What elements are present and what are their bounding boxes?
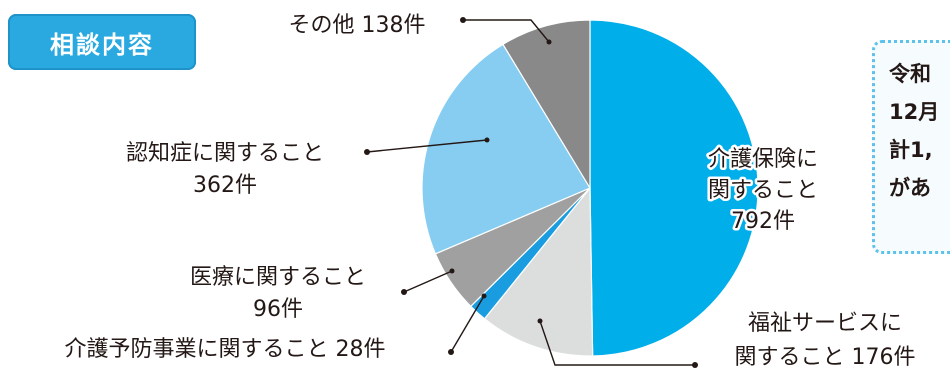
slice-label: 関すること 176件 bbox=[735, 345, 916, 370]
leader-line bbox=[450, 295, 485, 353]
leader-dot bbox=[364, 149, 370, 155]
leader-dot bbox=[401, 289, 407, 295]
leader-dot bbox=[448, 349, 454, 355]
leader-line bbox=[463, 19, 550, 43]
slice-label: 介護保険に bbox=[708, 147, 818, 172]
pie-slice bbox=[421, 43, 591, 255]
leader-dot bbox=[481, 293, 487, 299]
slice-label: 認知症に関すること bbox=[126, 141, 324, 166]
leader-line bbox=[403, 270, 453, 293]
leader-dot bbox=[546, 39, 552, 45]
pie-slice bbox=[589, 19, 759, 357]
leader-line bbox=[539, 320, 695, 366]
leader-line bbox=[366, 139, 488, 153]
slice-label: 介護予防事業に関すること 28件 bbox=[65, 337, 386, 362]
slice-label: 792件 bbox=[731, 209, 795, 234]
section-badge: 相談内容 bbox=[8, 14, 196, 70]
slice-label: 医療に関すること bbox=[190, 265, 366, 290]
note-line: 計1, bbox=[889, 138, 933, 162]
note-line: 令和 bbox=[889, 62, 931, 86]
leader-dot bbox=[692, 362, 698, 368]
leader-dot bbox=[537, 318, 543, 324]
section-title: 相談内容 bbox=[50, 30, 154, 59]
leader-dot bbox=[449, 268, 455, 274]
leader-dot bbox=[484, 137, 490, 143]
slice-label: 関すること bbox=[708, 178, 818, 203]
pie-slice bbox=[502, 19, 591, 191]
pie-slice bbox=[483, 186, 594, 357]
leader-dot bbox=[460, 17, 466, 23]
note-line: があ bbox=[889, 176, 931, 200]
slice-label: 362件 bbox=[193, 173, 257, 198]
slice-label: その他 138件 bbox=[289, 13, 426, 38]
note-line: 12月 bbox=[889, 100, 940, 124]
slice-label: 96件 bbox=[253, 297, 303, 322]
note-box: 令和 12月 計1, があ bbox=[872, 40, 950, 254]
slice-label: 福祉サービスに bbox=[748, 311, 902, 336]
